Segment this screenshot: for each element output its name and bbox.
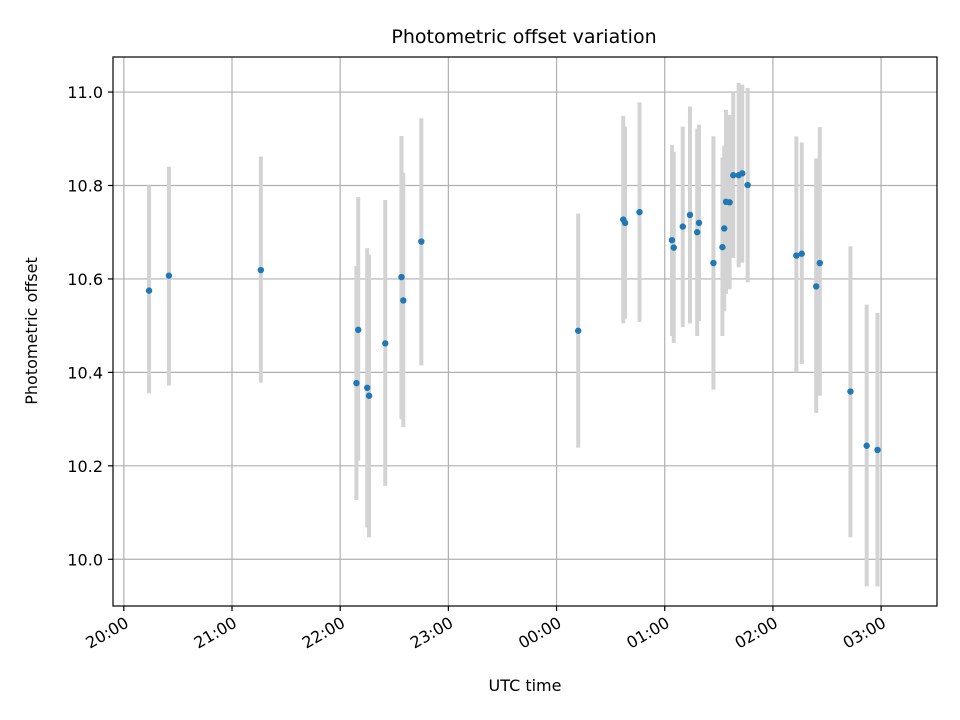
data-point xyxy=(636,208,643,216)
x-tick-label: 03:00 xyxy=(840,613,889,653)
plot-frame xyxy=(112,56,938,607)
data-point xyxy=(400,297,407,304)
data-point xyxy=(364,384,371,392)
data-point xyxy=(719,243,726,251)
x-tick-label: 20:00 xyxy=(82,613,131,653)
data-point xyxy=(816,259,824,267)
x-tick-label: 21:00 xyxy=(191,613,240,653)
y-tick-label: 10.4 xyxy=(67,363,103,382)
data-point xyxy=(739,170,746,177)
x-tick-label: 02:00 xyxy=(731,613,780,653)
data-point xyxy=(695,219,703,227)
data-point xyxy=(693,229,701,236)
y-tick-label: 10.8 xyxy=(67,176,103,195)
data-point xyxy=(382,340,389,347)
data-point xyxy=(621,219,629,227)
data-point xyxy=(257,266,265,274)
data-point xyxy=(670,244,677,251)
data-point xyxy=(847,388,854,395)
x-tick-label: 00:00 xyxy=(515,613,564,653)
point-layer xyxy=(145,170,881,454)
data-point xyxy=(726,199,733,206)
data-point xyxy=(365,392,373,399)
y-tick-label: 11.0 xyxy=(67,83,103,102)
grid-layer xyxy=(113,57,937,606)
data-point xyxy=(874,446,881,454)
data-point xyxy=(355,326,362,334)
data-point xyxy=(145,287,153,294)
data-point xyxy=(812,283,820,290)
data-point xyxy=(165,272,173,279)
data-point xyxy=(574,327,582,334)
data-point xyxy=(721,225,728,232)
data-point xyxy=(418,238,425,245)
x-tick-label: 22:00 xyxy=(299,613,348,653)
data-point xyxy=(353,379,360,387)
data-point xyxy=(863,442,870,449)
chart-title: Photometric offset variation xyxy=(391,26,656,48)
data-point xyxy=(668,236,676,244)
data-point xyxy=(686,211,694,219)
y-axis-label: Photometric offset xyxy=(22,257,41,405)
data-point xyxy=(398,273,405,281)
x-tick-label: 01:00 xyxy=(623,613,672,653)
errorbar-layer xyxy=(147,82,880,587)
data-point xyxy=(793,252,800,259)
y-tick-label: 10.2 xyxy=(67,457,103,476)
data-point xyxy=(679,223,686,230)
tick-layer: 10.0 10.2 10.4 10.6 10.8 11.0 20:00 21:00 22:00 2… xyxy=(67,83,889,652)
data-point xyxy=(710,259,717,267)
data-point xyxy=(744,181,751,189)
data-point xyxy=(730,172,737,179)
data-point xyxy=(798,250,805,257)
x-tick-label: 23:00 xyxy=(407,613,456,653)
y-tick-label: 10.6 xyxy=(67,270,103,289)
x-axis-label: UTC time xyxy=(489,676,562,695)
y-tick-label: 10.0 xyxy=(67,550,103,569)
